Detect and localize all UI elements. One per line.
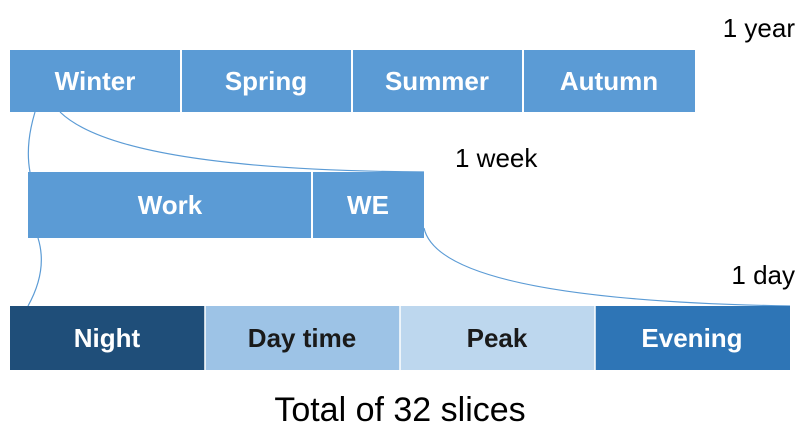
segment	[313, 172, 424, 238]
segment-label: Night	[74, 323, 141, 353]
segment	[353, 50, 522, 112]
footer: Total of 32 slices	[274, 391, 525, 429]
connector	[27, 111, 36, 173]
segment-label: Spring	[225, 66, 307, 96]
connector	[423, 227, 791, 307]
week-row: Work WE 1 week	[28, 143, 538, 238]
year-row: Winter Spring Summer Autumn 1 year	[10, 13, 795, 112]
segment-label: Autumn	[560, 66, 658, 96]
level-label: 1 week	[455, 143, 538, 173]
segment-label: WE	[347, 190, 389, 220]
segment	[182, 50, 351, 112]
connector	[27, 237, 42, 307]
segment-label: Winter	[55, 66, 136, 96]
segment-label: Evening	[641, 323, 742, 353]
segment	[28, 172, 311, 238]
segment	[10, 50, 180, 112]
segment	[524, 50, 695, 112]
level-label: 1 year	[723, 13, 796, 43]
segment	[400, 306, 595, 370]
segment-label: Summer	[385, 66, 489, 96]
connector	[59, 111, 425, 173]
segment	[10, 306, 205, 370]
segment-label: Work	[138, 190, 203, 220]
level-label: 1 day	[731, 260, 795, 290]
day-row: Night Day time Peak Evening 1 day	[10, 260, 795, 370]
segment-label: Peak	[467, 323, 528, 353]
segment	[205, 306, 400, 370]
segment-label: Day time	[248, 323, 356, 353]
segment	[595, 306, 790, 370]
